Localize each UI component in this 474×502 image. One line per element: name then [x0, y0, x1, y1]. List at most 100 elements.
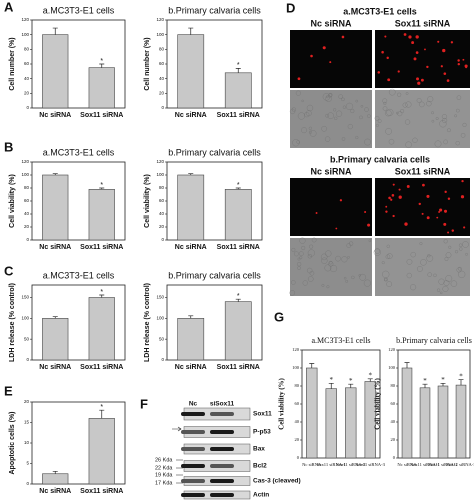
- texture: [443, 239, 448, 244]
- y-tick-label: 150: [156, 295, 164, 300]
- cell-dot: [391, 194, 395, 197]
- column-label: Sox11 siRNA: [395, 18, 451, 28]
- texture: [327, 112, 335, 120]
- band: [210, 412, 234, 416]
- bar: [177, 174, 205, 241]
- y-tick-label: 20: [295, 437, 300, 442]
- band: [181, 412, 205, 416]
- significance-star: *: [423, 377, 427, 385]
- cell-dot: [341, 35, 345, 39]
- panel-letter: B: [4, 139, 13, 154]
- texture: [418, 101, 425, 108]
- texture: [375, 123, 379, 127]
- error-bar: [309, 363, 315, 368]
- texture: [329, 264, 338, 273]
- y-axis-label: Cell viability (%): [144, 174, 151, 228]
- plot-frame: [31, 284, 126, 361]
- x-tick-label: Nc siRNA: [397, 462, 417, 467]
- texture: [435, 117, 439, 121]
- texture: [355, 135, 359, 140]
- texture: [298, 251, 304, 257]
- cell-dot: [385, 210, 388, 213]
- y-tick-label: 5: [26, 461, 29, 466]
- texture: [293, 251, 299, 257]
- texture: [321, 257, 328, 264]
- texture: [296, 261, 302, 267]
- texture: [454, 250, 459, 254]
- texture: [295, 90, 301, 96]
- texture: [406, 272, 412, 279]
- chart: b.Primary calvaria cells LDH release (% c…: [144, 270, 263, 371]
- error-bar: [367, 378, 373, 382]
- y-tick-label: 40: [295, 419, 300, 424]
- y-tick-label: 120: [156, 17, 164, 22]
- texture: [465, 252, 468, 256]
- texture: [296, 140, 301, 144]
- cell-dot: [367, 223, 371, 227]
- texture: [416, 97, 422, 103]
- y-tick-label: 150: [21, 295, 29, 300]
- error-bar: [440, 382, 446, 386]
- error-bar: [348, 383, 354, 388]
- marker-label: 26 Kda: [155, 457, 173, 463]
- y-axis-label: Cell viability (%): [278, 377, 286, 429]
- y-tick-label: 100: [156, 172, 164, 177]
- y-tick-label: 120: [21, 17, 29, 22]
- texture: [458, 243, 463, 248]
- texture: [439, 291, 443, 295]
- x-tick-label: Sox11 siRNA: [217, 112, 260, 119]
- significance-star: *: [100, 58, 103, 65]
- bar: [88, 297, 115, 361]
- y-tick-label: 0: [26, 237, 29, 242]
- texture: [427, 96, 434, 103]
- y-tick-label: 100: [21, 316, 29, 321]
- cell-dot: [403, 33, 407, 36]
- y-tick-label: 40: [159, 211, 165, 216]
- texture: [420, 259, 427, 266]
- texture: [462, 241, 469, 248]
- texture: [426, 100, 432, 107]
- cell-dot: [339, 199, 343, 202]
- y-tick-label: 15: [24, 420, 30, 425]
- texture: [324, 136, 331, 142]
- significance-star: *: [100, 404, 103, 411]
- section-title: a.MC3T3-E1 cells: [343, 6, 417, 16]
- cell-dot: [322, 46, 326, 50]
- y-axis-label: LDH release (% control): [9, 283, 16, 362]
- cell-dot: [397, 70, 400, 73]
- chart: a.MC3T3-E1 cells LDH release (% control) 0…: [9, 270, 126, 371]
- texture: [338, 94, 343, 99]
- texture: [431, 119, 435, 123]
- brightfield-image: [375, 238, 470, 296]
- cell-dot: [388, 196, 391, 200]
- cell-dot: [392, 183, 395, 186]
- cell-dot: [377, 71, 381, 74]
- chart: a.MC3T3-E1 cells Cell viability (%) 0 20 40 6…: [278, 336, 386, 467]
- panel-letter: D: [286, 0, 295, 15]
- cell-dot: [465, 66, 468, 69]
- x-tick-label: Sox11 siRNA-2: [428, 462, 458, 467]
- y-tick-label: 50: [159, 336, 165, 341]
- band: [181, 479, 205, 483]
- texture: [441, 114, 448, 120]
- cell-dot: [439, 208, 443, 212]
- bar: [42, 34, 69, 109]
- x-tick-label: Nc siRNA: [39, 488, 71, 495]
- cell-dot: [457, 62, 461, 66]
- texture: [388, 138, 395, 145]
- texture: [431, 111, 434, 115]
- texture: [397, 92, 402, 97]
- band: [210, 447, 234, 451]
- plot-frame: [166, 284, 263, 361]
- cell-dot: [415, 51, 419, 54]
- y-tick-label: 0: [26, 105, 29, 110]
- error-bar: [52, 173, 58, 175]
- texture: [304, 112, 310, 118]
- cell-dot: [398, 195, 402, 199]
- texture: [307, 276, 314, 282]
- cell-dot: [404, 222, 408, 226]
- cell-dot: [418, 202, 421, 206]
- texture: [368, 239, 372, 243]
- texture: [335, 255, 341, 262]
- y-tick-label: 0: [26, 481, 29, 486]
